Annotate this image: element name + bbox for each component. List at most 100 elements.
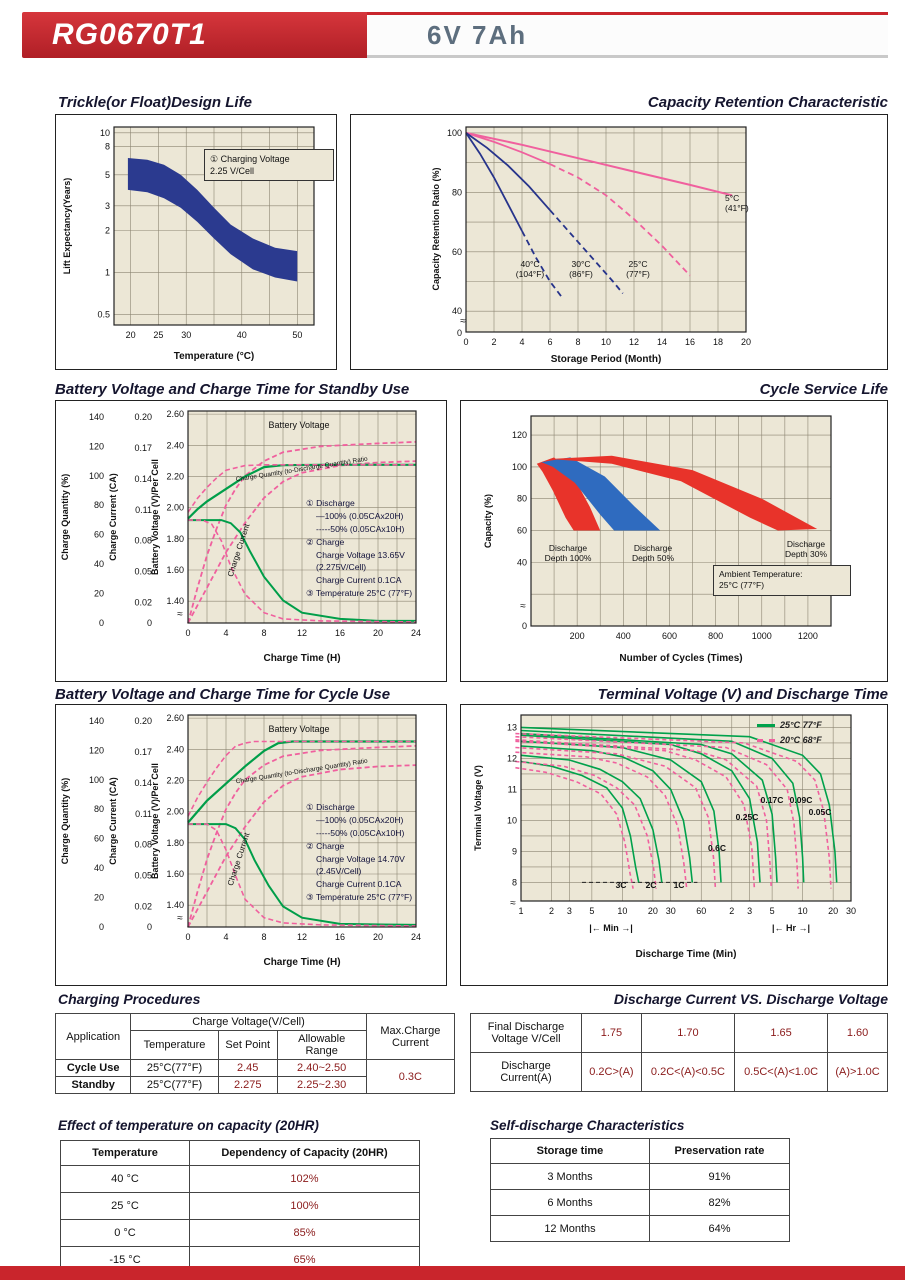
- svg-text:1.60: 1.60: [166, 565, 184, 575]
- svg-text:20: 20: [741, 337, 751, 347]
- svg-text:2.20: 2.20: [166, 471, 184, 481]
- cell-storage-time: 3 Months: [490, 1163, 650, 1190]
- section-title-temp-effect: Effect of temperature on capacity (20HR): [58, 1118, 319, 1133]
- svg-text:0: 0: [99, 618, 104, 628]
- svg-text:1.40: 1.40: [166, 596, 184, 606]
- svg-text:12: 12: [629, 337, 639, 347]
- svg-text:≈: ≈: [177, 609, 183, 620]
- svg-text:20: 20: [648, 906, 658, 916]
- svg-text:30: 30: [846, 906, 856, 916]
- section-title-discharge-voltage: Discharge Current VS. Discharge Voltage: [613, 991, 888, 1007]
- col-temperature: Temperature: [60, 1140, 190, 1166]
- svg-text:140: 140: [89, 412, 104, 422]
- svg-text:≈: ≈: [510, 898, 516, 909]
- cell-storage-time: 12 Months: [490, 1215, 650, 1242]
- svg-text:2: 2: [491, 337, 496, 347]
- svg-text:40: 40: [517, 557, 527, 567]
- svg-text:2: 2: [549, 906, 554, 916]
- svg-text:5: 5: [770, 906, 775, 916]
- svg-text:Temperature (°C): Temperature (°C): [174, 351, 255, 362]
- col-charge-voltage: Charge Voltage(V/Cell): [130, 1013, 367, 1031]
- svg-text:16: 16: [685, 337, 695, 347]
- table-row: Cycle Use 25°C(77°F) 2.45 2.40~2.50 0.3C: [54, 1059, 456, 1094]
- svg-text:|← Hr →|: |← Hr →|: [772, 923, 810, 933]
- cell-temperature: 0 °C: [60, 1219, 190, 1247]
- svg-text:10: 10: [507, 815, 517, 825]
- cycle-life-chart: 200 400 600 800 1000 12001201008060400Capacit…: [483, 415, 832, 664]
- svg-text:120: 120: [512, 430, 527, 440]
- standby-charge-chartbox: 0 4 8 12 16 20 24 2.60 2.40 2.20 2.00 1.80 1.60 1.40 1…: [55, 400, 447, 682]
- svg-text:0.11: 0.11: [135, 809, 152, 819]
- svg-text:800: 800: [708, 631, 723, 641]
- standby-charge-notes: ① Discharge —100% (0.05CAx20H) -----50% (0…: [306, 498, 413, 599]
- cycle-charge-notes: ① Discharge —100% (0.05CAx20H) -----50% (0…: [306, 802, 413, 903]
- temp-effect-table: Temperature Dependency of Capacity (20HR…: [60, 1140, 420, 1274]
- svg-text:8: 8: [105, 141, 110, 151]
- svg-text:≈: ≈: [520, 601, 526, 612]
- table-row: 3 Months 91%: [490, 1163, 790, 1190]
- discharge-time-chartbox: 1 2 3 5 10 20 30 60 2 3 5 10 20 30 13 12 11 10 9 8 Terminal …: [460, 704, 888, 986]
- svg-text:600: 600: [662, 631, 677, 641]
- svg-text:1200: 1200: [798, 631, 818, 641]
- svg-text:10: 10: [100, 128, 110, 138]
- battery-spec: 6V 7Ah: [427, 19, 528, 50]
- section-title-design-life: Trickle(or Float)Design Life: [58, 94, 252, 111]
- svg-text:200: 200: [570, 631, 585, 641]
- col-application: Application: [54, 1013, 132, 1060]
- row-label-final-discharge-voltage: Final Discharge Voltage V/Cell: [470, 1013, 582, 1053]
- cell-dependency: 85%: [189, 1219, 420, 1247]
- svg-text:20: 20: [828, 906, 838, 916]
- svg-text:9: 9: [512, 846, 517, 856]
- svg-text:8: 8: [261, 628, 266, 638]
- svg-text:0.08: 0.08: [134, 536, 152, 546]
- svg-text:1.80: 1.80: [166, 534, 184, 544]
- svg-text:25°C(77°F): 25°C (77°F): [626, 259, 650, 279]
- table-row: 25 °C 100%: [60, 1192, 420, 1220]
- col-preservation-rate: Preservation rate: [649, 1138, 790, 1164]
- svg-text:30: 30: [181, 330, 191, 340]
- svg-text:120: 120: [89, 441, 104, 451]
- cell-dependency: 102%: [189, 1165, 420, 1193]
- cycle-charge-chartbox: 0 4 8 12 16 20 24 2.60 2.40 2.20 2.00 1.80 1.60 1.40 1…: [55, 704, 447, 986]
- capacity-retention-chartbox: 0 2 4 6 8 10 12 14 16 18 20 100 80 60 40 Capacity Reten…: [350, 114, 888, 370]
- svg-text:13: 13: [507, 722, 517, 732]
- cycle-life-chartbox: 200 400 600 800 1000 1200 120 100 80 60 40 0 Capacit…: [460, 400, 888, 682]
- svg-text:0.5: 0.5: [97, 309, 110, 319]
- col-dependency: Dependency of Capacity (20HR): [189, 1140, 420, 1166]
- cell-temperature: 25°C(77°F): [130, 1059, 219, 1077]
- svg-text:1.40: 1.40: [166, 900, 184, 910]
- cell-application: Cycle Use: [54, 1059, 132, 1077]
- col-set-point: Set Point: [217, 1030, 278, 1060]
- svg-text:10: 10: [601, 337, 611, 347]
- svg-text:Charge Time (H): Charge Time (H): [263, 653, 340, 664]
- svg-text:40: 40: [452, 306, 462, 316]
- svg-text:24: 24: [411, 932, 421, 942]
- svg-text:2.20: 2.20: [166, 775, 184, 785]
- svg-text:60: 60: [94, 834, 104, 844]
- svg-text:≈: ≈: [460, 316, 466, 327]
- svg-text:80: 80: [452, 187, 462, 197]
- svg-text:2.60: 2.60: [166, 713, 184, 723]
- svg-text:3: 3: [105, 201, 110, 211]
- col-storage-time: Storage time: [490, 1138, 650, 1164]
- svg-text:0: 0: [457, 328, 462, 338]
- svg-text:18: 18: [713, 337, 723, 347]
- svg-text:80: 80: [517, 494, 527, 504]
- svg-text:Capacity Retention Ratio (%): Capacity Retention Ratio (%): [431, 167, 441, 290]
- section-title-cycle-charge: Battery Voltage and Charge Time for Cycl…: [55, 686, 391, 703]
- spec-strip: 6V 7Ah: [367, 12, 888, 58]
- svg-text:40: 40: [237, 330, 247, 340]
- svg-text:Lift Expectancy(Years): Lift Expectancy(Years): [62, 178, 72, 275]
- svg-text:Charge Current (CA): Charge Current (CA): [108, 777, 118, 865]
- svg-text:60: 60: [94, 530, 104, 540]
- svg-text:Charge Quantity (%): Charge Quantity (%): [60, 778, 70, 865]
- svg-text:0.02: 0.02: [134, 901, 152, 911]
- cell-allowable-range: 2.40~2.50: [276, 1059, 367, 1077]
- svg-text:0.05C: 0.05C: [809, 807, 832, 817]
- cell-allowable-range: 2.25~2.30: [276, 1076, 367, 1094]
- svg-text:30°C(86°F): 30°C (86°F): [569, 259, 593, 279]
- svg-text:24: 24: [411, 628, 421, 638]
- table-row: Final Discharge Voltage V/Cell 1.75 1.70…: [470, 1013, 888, 1053]
